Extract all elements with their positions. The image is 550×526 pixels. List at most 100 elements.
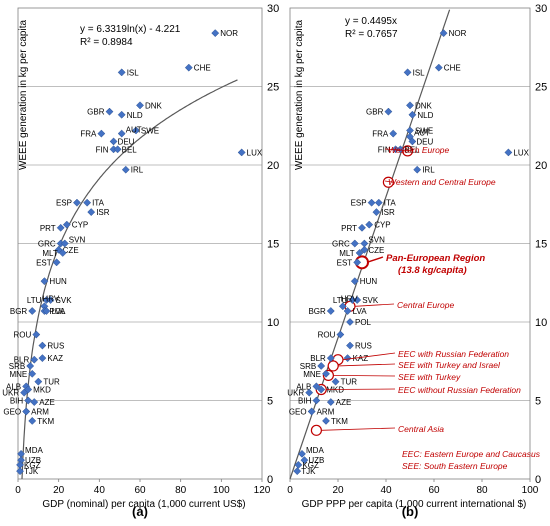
point-label: POL	[49, 307, 66, 316]
region-leader	[366, 256, 384, 264]
region-label: Central Asia	[398, 424, 444, 434]
point-label: CZE	[368, 246, 384, 255]
data-point	[121, 165, 130, 174]
data-point	[237, 148, 246, 157]
data-point	[30, 355, 39, 364]
point-label: DNK	[145, 101, 163, 110]
region-marker	[310, 424, 322, 436]
point-label: HRV	[341, 294, 358, 303]
data-point	[365, 220, 374, 229]
x-tick-label: 40	[380, 485, 392, 496]
point-label: MLT	[42, 249, 58, 258]
point-label: PRT	[40, 224, 56, 233]
data-point	[346, 318, 354, 326]
point-label: SRB	[9, 362, 25, 371]
point-label: CHE	[444, 64, 461, 73]
region-label: Pan-European Region	[386, 253, 485, 264]
point-label: ROU	[318, 331, 336, 340]
region-label: Western and Central Europe	[388, 177, 496, 187]
x-tick-label: 80	[175, 485, 187, 496]
data-point	[346, 341, 354, 350]
point-label: MNE	[303, 370, 321, 379]
y-axis-label: WEEE generation in kg per capita	[294, 20, 305, 171]
point-label: KGZ	[24, 461, 41, 470]
data-point	[396, 145, 405, 154]
data-point	[312, 382, 321, 391]
data-point	[372, 208, 381, 217]
region-leader	[326, 388, 396, 390]
point-label: GEO	[289, 407, 307, 416]
data-point	[408, 110, 417, 119]
point-label: MDA	[306, 446, 324, 455]
point-label: HRV	[42, 294, 59, 303]
data-point	[16, 467, 24, 476]
point-label: UZB	[25, 456, 41, 465]
point-label: CYP	[374, 221, 390, 230]
region-leader	[354, 303, 395, 307]
point-label: KAZ	[47, 354, 63, 363]
data-point	[331, 377, 340, 386]
panel-a: 0 5 10 15 20 25 30 0 20 40 60 80 100 120 GDP (nominal)…	[2, 3, 279, 519]
panel-label: (b)	[402, 504, 419, 519]
point-label: TUR	[43, 378, 60, 387]
data-point	[358, 223, 366, 232]
x-tick-label: 20	[332, 485, 344, 496]
point-label: BEL	[122, 145, 138, 154]
data-point	[73, 198, 81, 207]
point-label: UKR	[287, 389, 304, 398]
point-label: IRL	[131, 166, 144, 175]
trend-r-squared: R² = 0.8984	[80, 37, 133, 48]
data-point	[406, 101, 414, 110]
data-point	[355, 248, 364, 257]
point-label: BIH	[10, 397, 24, 406]
region-marker	[327, 360, 339, 372]
point-label: UKR	[2, 389, 19, 398]
data-point	[40, 277, 49, 286]
y-tick-label: 5	[267, 396, 273, 408]
point-label: BEL	[404, 145, 420, 154]
data-point	[117, 110, 126, 119]
data-point	[317, 385, 326, 394]
y-tick-label: 25	[535, 82, 547, 94]
point-label: CYP	[72, 221, 88, 230]
point-label: CHE	[194, 64, 211, 73]
data-point	[28, 416, 37, 425]
data-point	[326, 307, 335, 315]
region-label: EEC with Russian Federation	[398, 349, 509, 359]
point-label: LUX	[247, 148, 263, 157]
x-tick-label: 40	[94, 485, 106, 496]
point-label: TUR	[341, 378, 358, 387]
point-label: LTU	[333, 296, 348, 305]
data-point	[211, 29, 220, 38]
data-point	[434, 63, 443, 72]
point-label: RUS	[355, 342, 372, 351]
region-leader	[338, 363, 396, 367]
point-label: SWE	[415, 126, 433, 135]
point-label: FIN	[96, 145, 109, 154]
point-label: AZE	[39, 398, 55, 407]
point-label: MLT	[339, 249, 355, 258]
data-point	[350, 239, 359, 248]
point-label: AUT	[126, 126, 142, 135]
point-label: ITA	[384, 199, 397, 208]
point-label: TJK	[301, 467, 316, 476]
data-point	[105, 107, 114, 116]
point-label: ROU	[14, 331, 32, 340]
data-point	[312, 396, 321, 405]
y-tick-label: 20	[535, 160, 547, 172]
data-point	[326, 398, 335, 407]
point-label: SVN	[368, 236, 385, 245]
point-label: ISR	[96, 208, 110, 217]
data-point	[46, 296, 55, 304]
y-tick-label: 15	[535, 239, 547, 251]
point-label: LTU	[27, 296, 42, 305]
y-axis-label: WEEE generation in kg per capita	[18, 20, 29, 171]
point-label: EST	[337, 258, 353, 267]
point-label: POL	[355, 318, 372, 327]
region-leader	[333, 374, 396, 377]
data-point	[131, 126, 140, 135]
point-label: ISL	[413, 68, 426, 77]
point-label: SRB	[300, 362, 316, 371]
x-axis-label: GDP (nominal) per capita (1,000 current …	[42, 499, 245, 510]
point-label: NOR	[220, 29, 238, 38]
